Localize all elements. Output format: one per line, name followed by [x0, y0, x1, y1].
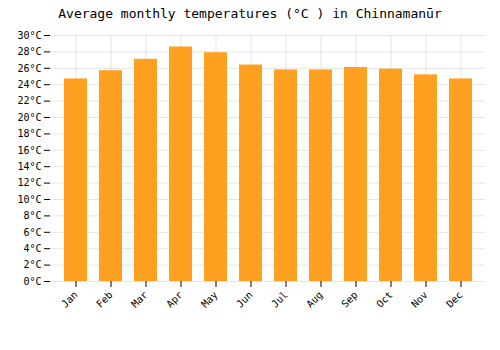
svg-text:Jun: Jun [234, 289, 255, 310]
svg-text:Mar: Mar [129, 289, 150, 310]
svg-text:2°C: 2°C [23, 259, 41, 270]
svg-text:22°C: 22°C [17, 95, 41, 106]
svg-text:8°C: 8°C [23, 210, 41, 221]
svg-text:Sep: Sep [339, 289, 360, 310]
svg-text:16°C: 16°C [17, 145, 41, 156]
svg-text:20°C: 20°C [17, 112, 41, 123]
svg-text:12°C: 12°C [17, 177, 41, 188]
html-text:Average monthly temperatures (: Average monthly temperatures (°C ) in Ch… [58, 6, 442, 21]
svg-text:Jul: Jul [269, 289, 290, 310]
svg-text:0°C: 0°C [23, 276, 41, 287]
svg-text:Apr: Apr [164, 289, 185, 310]
svg-text:Jan: Jan [59, 289, 80, 310]
svg-text:30°C: 30°C [17, 30, 41, 41]
svg-text:4°C: 4°C [23, 243, 41, 254]
svg-text:24°C: 24°C [17, 79, 41, 90]
svg-text:Oct: Oct [374, 289, 395, 310]
svg-text:26°C: 26°C [17, 63, 41, 74]
svg-text:May: May [199, 289, 220, 310]
svg-text:6°C: 6°C [23, 227, 41, 238]
svg-text:Dec: Dec [444, 289, 465, 310]
svg-text:Aug: Aug [304, 289, 325, 310]
svg-text:10°C: 10°C [17, 194, 41, 205]
svg-text:Nov: Nov [409, 289, 430, 310]
svg-text:14°C: 14°C [17, 161, 41, 172]
svg-text:18°C: 18°C [17, 128, 41, 139]
svg-text:Feb: Feb [94, 289, 115, 310]
svg-text:28°C: 28°C [17, 46, 41, 57]
